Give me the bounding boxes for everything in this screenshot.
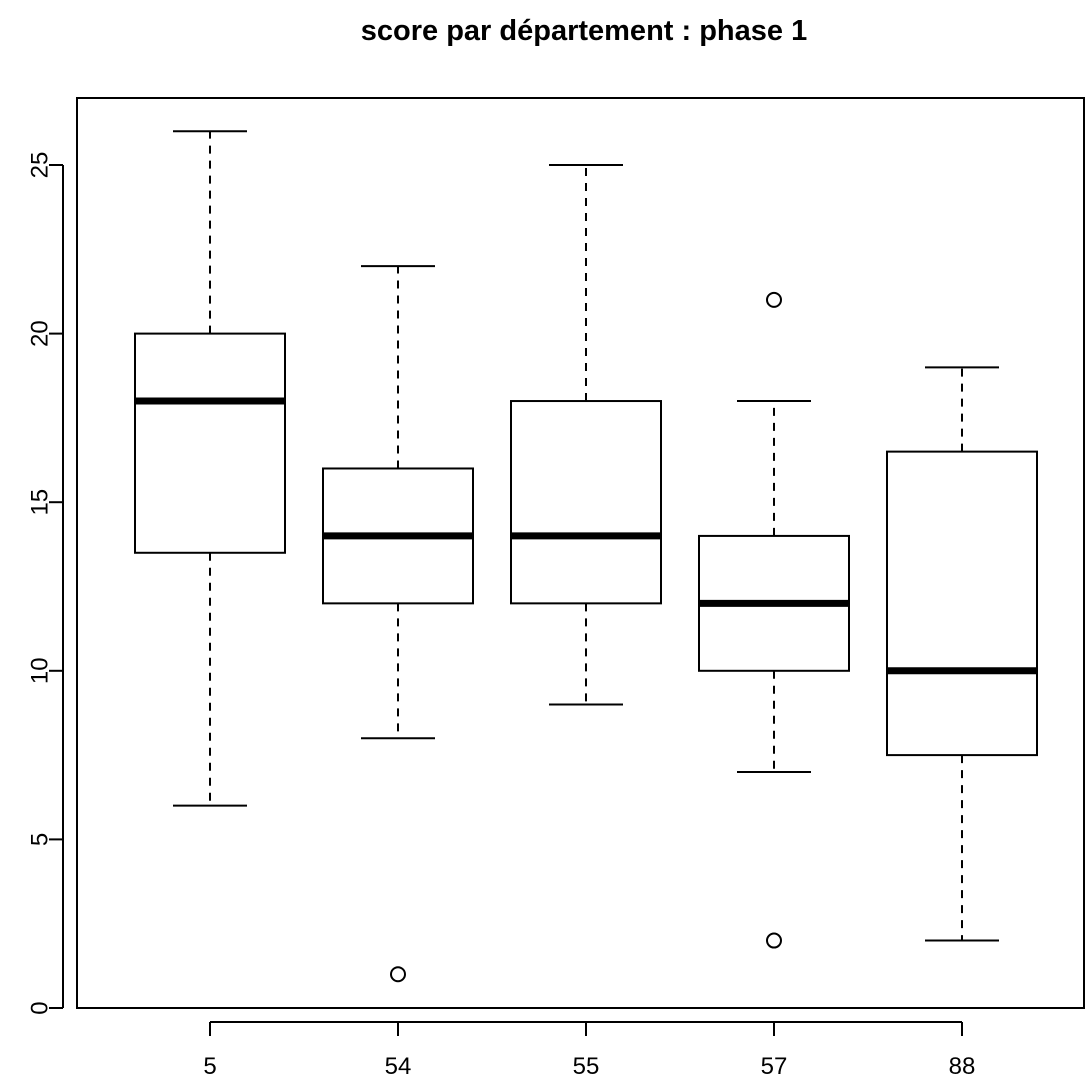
x-axis: 5 54 55 57 88: [203, 1021, 976, 1077]
y-tick-label: 5: [27, 833, 54, 846]
box-54: [322, 265, 474, 983]
outlier-point: [390, 966, 406, 983]
iqr-box: [886, 450, 1038, 757]
y-tick-label: 15: [27, 489, 54, 516]
x-tick-label: 5: [203, 1053, 216, 1077]
box-88: [886, 366, 1038, 942]
x-tick-label: 57: [761, 1053, 788, 1077]
y-tick-label: 10: [27, 657, 54, 684]
x-tick-label: 55: [573, 1053, 600, 1077]
x-tick-label: 88: [949, 1053, 976, 1077]
box-55: [510, 164, 662, 706]
outlier-point: [766, 932, 782, 949]
y-axis: 0 5 10 15 20 25: [27, 152, 64, 1015]
iqr-box: [510, 400, 662, 605]
boxes-group: [134, 130, 1038, 983]
outlier-point: [766, 291, 782, 308]
y-tick-label: 25: [27, 152, 54, 179]
chart-title: score par département : phase 1: [361, 15, 807, 47]
x-tick-label: 54: [385, 1053, 412, 1077]
y-tick-label: 0: [27, 1001, 54, 1014]
plot-frame: [76, 97, 1085, 1009]
box-57: [698, 291, 850, 949]
iqr-box: [134, 332, 286, 554]
box-5: [134, 130, 286, 807]
y-tick-label: 20: [27, 320, 54, 347]
